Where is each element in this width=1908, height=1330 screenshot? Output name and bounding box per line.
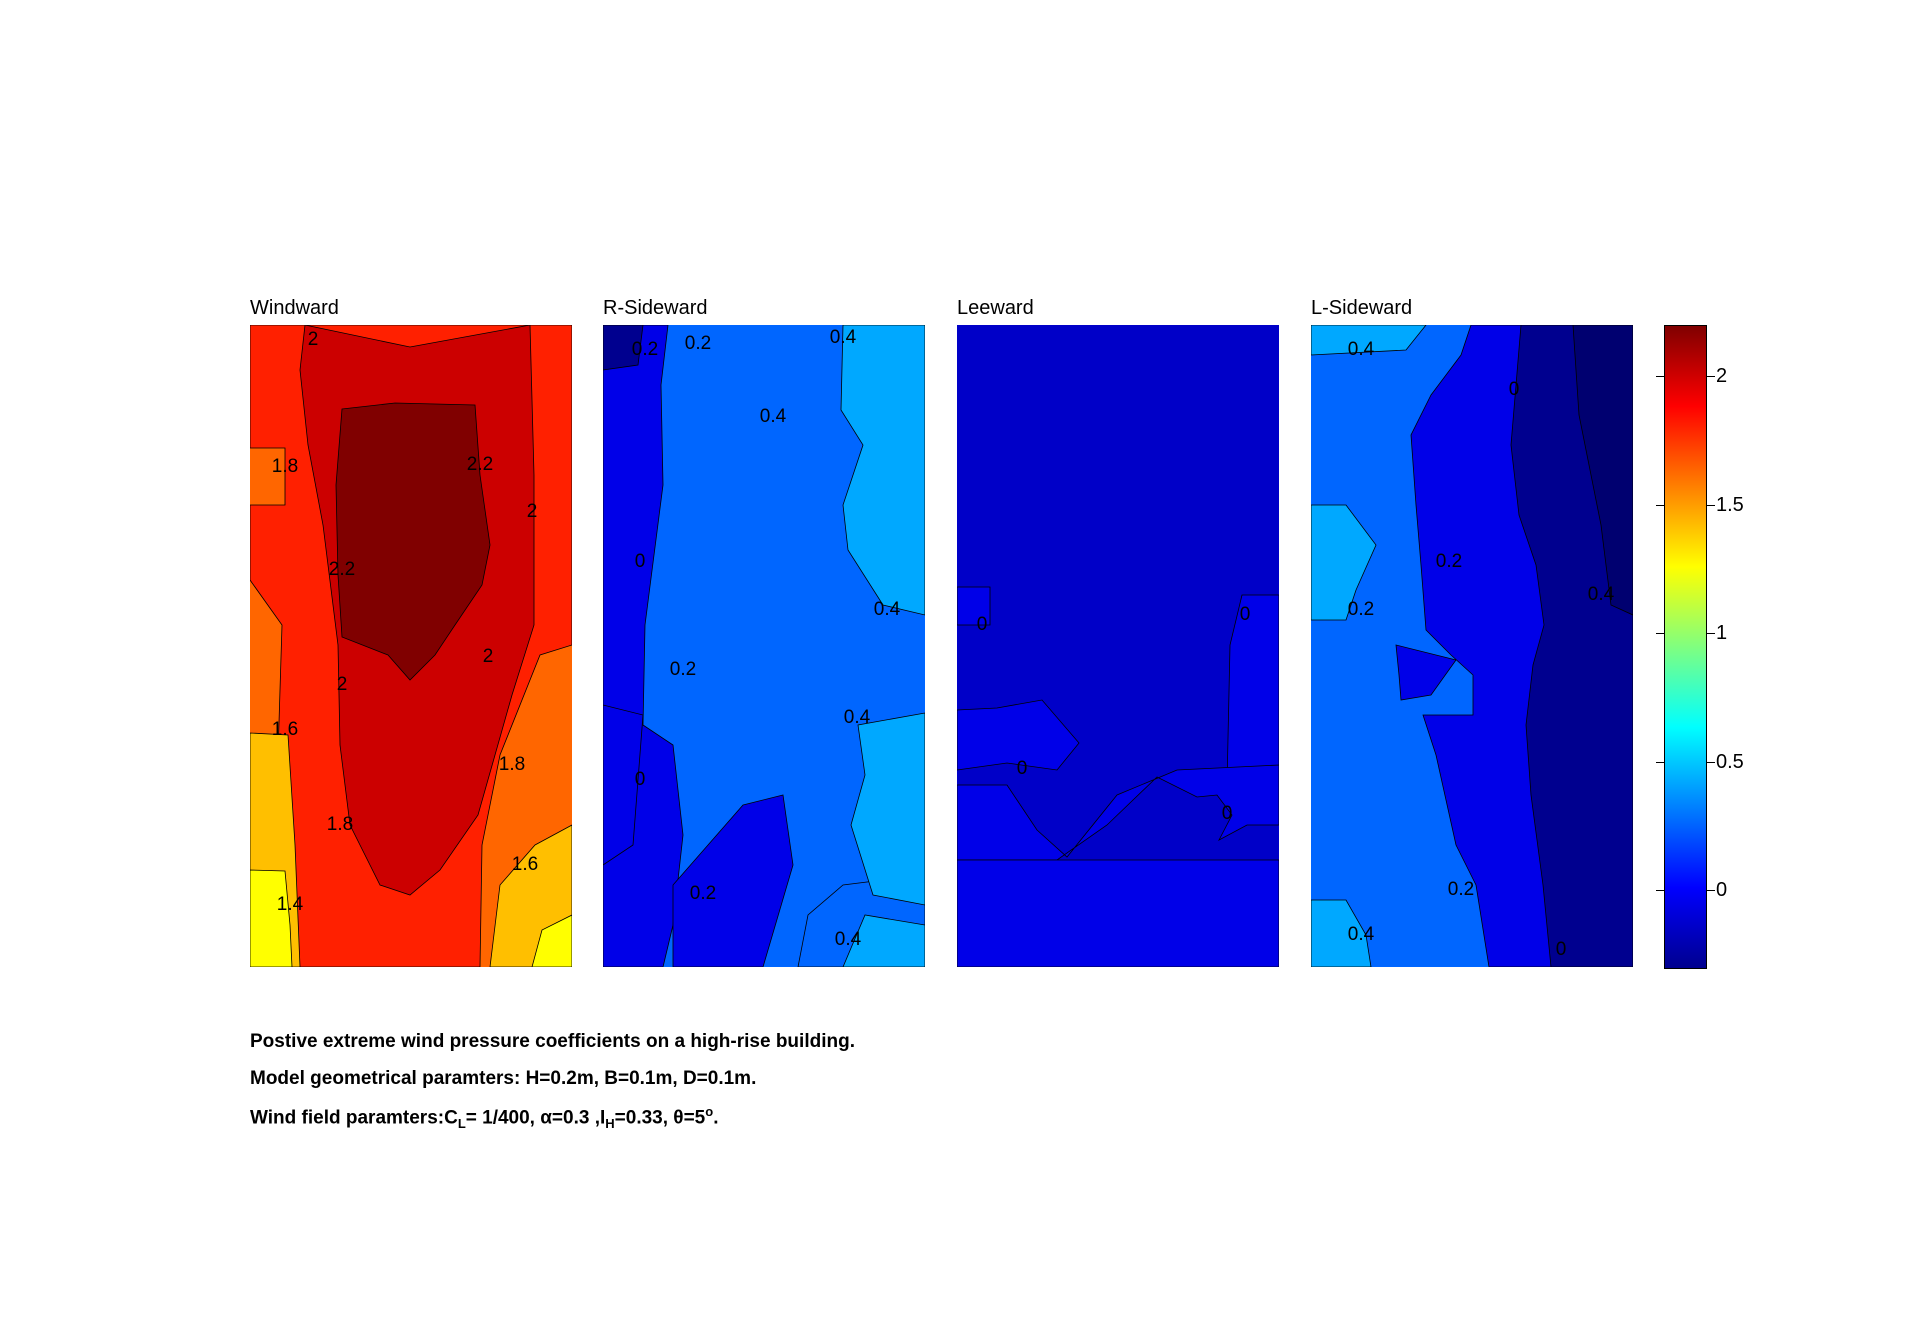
region-0-0-left-notch	[957, 586, 991, 626]
contour-label: 1.4	[277, 894, 304, 915]
colorbar-tick	[1707, 761, 1715, 763]
contour-label: 0.2	[685, 333, 711, 354]
region-0-0-edge	[603, 704, 644, 866]
region-0-0-right	[672, 794, 794, 967]
caption-line-3-a: Wind field paramters:C	[250, 1107, 458, 1129]
panel-l-sideward: 0.4 0 0.2 0.2 0.4 0.2 0.4 0	[1311, 325, 1633, 967]
region-1-4-right	[531, 914, 572, 967]
colorbar-tick-label: 2	[1716, 365, 1728, 388]
contour-label: 0.2	[1448, 879, 1474, 900]
contour-label: 0.2	[690, 883, 716, 904]
contour-label: 0.2	[1348, 599, 1374, 620]
region-0-0-left-mid	[957, 699, 1080, 771]
colorbar-tick	[1656, 376, 1664, 378]
colorbar-tick	[1707, 633, 1715, 635]
contour-label: 0.4	[1588, 584, 1615, 605]
contour-label: 0.2	[1436, 551, 1462, 572]
contour-windward: 2 1.8 2.2 2 2.2 2 2 1.6 1.8 1.8 1.6 1.4	[250, 325, 572, 967]
contour-label: 0	[1222, 803, 1233, 824]
colorbar-tick-label: 1.5	[1716, 493, 1744, 516]
contour-label: 0.4	[830, 327, 857, 348]
colorbar-tick	[1707, 376, 1715, 378]
region-0-0-bottom	[957, 764, 1279, 861]
region-0-0-notch	[1395, 644, 1457, 701]
contour-label: 1.6	[272, 719, 298, 740]
region-2-2-core	[335, 402, 491, 681]
colorbar-tick	[1656, 504, 1664, 506]
region-0-4-mid	[1311, 504, 1377, 621]
panel-title-leeward: Leeward	[957, 297, 1034, 319]
contour-label: 0	[1556, 939, 1567, 960]
panel-r-sideward: 0.2 0.2 0.4 0.4 0 0.4 0.2 0.4 0 0.2 0.4	[603, 325, 925, 967]
colorbar	[1664, 325, 1707, 969]
contour-label: 2	[527, 501, 538, 522]
contour-label: 0.4	[760, 406, 787, 427]
contour-label: 0.4	[835, 929, 862, 950]
contour-label: 1.6	[512, 854, 538, 875]
caption-line-3: Wind field paramters:CL= 1/400, α=0.3 ,I…	[250, 1104, 718, 1131]
panel-title-l-sideward: L-Sideward	[1311, 297, 1413, 319]
contour-label: 0	[1509, 379, 1520, 400]
colorbar-tick-label: 0	[1716, 878, 1728, 901]
caption-line-3-c: =0.33, θ=5	[614, 1107, 706, 1129]
contour-label: 0	[635, 551, 646, 572]
colorbar-tick	[1656, 633, 1664, 635]
region-0-0-lower	[957, 859, 1279, 967]
colorbar-gradient	[1665, 326, 1706, 968]
contour-label: 0	[1240, 604, 1251, 625]
contour-label: 0.4	[874, 599, 901, 620]
contour-label: 2	[483, 646, 494, 667]
contour-label: 2.2	[329, 559, 355, 580]
panel-title-r-sideward: R-Sideward	[603, 297, 708, 319]
region-minus-0-2-deep	[1572, 325, 1633, 616]
contour-label: 0	[977, 614, 988, 635]
caption-line-3-sub1: L	[457, 1116, 466, 1132]
contour-label: 1.8	[272, 456, 298, 477]
contour-l-sideward: 0.4 0 0.2 0.2 0.4 0.2 0.4 0	[1311, 325, 1633, 967]
contour-label: 1.8	[327, 814, 353, 835]
region-0-4-mid	[850, 712, 925, 906]
colorbar-tick	[1656, 889, 1664, 891]
colorbar-tick	[1707, 889, 1715, 891]
caption-line-2: Model geometrical paramters: H=0.2m, B=0…	[250, 1068, 757, 1089]
caption-line-1: Postive extreme wind pressure coefficien…	[250, 1031, 855, 1052]
contour-label: 2	[308, 329, 319, 350]
colorbar-tick-label: 1	[1716, 622, 1728, 645]
contour-label: 2	[337, 674, 348, 695]
contour-label: 2.2	[467, 454, 493, 475]
colorbar-tick-label: 0.5	[1716, 750, 1744, 773]
contour-label: 0.4	[1348, 924, 1375, 945]
contour-label: 0.2	[670, 659, 696, 680]
caption-line-3-sup: o	[705, 1104, 714, 1119]
contour-label: 1.8	[499, 754, 525, 775]
region-0-4-top	[1311, 325, 1427, 356]
caption-line-3-d: .	[713, 1107, 719, 1129]
region-0-4-bottom	[842, 914, 925, 967]
caption-line-3-sub2: H	[605, 1116, 615, 1132]
contour-r-sideward: 0.2 0.2 0.4 0.4 0 0.4 0.2 0.4 0 0.2 0.4	[603, 325, 925, 967]
contour-label: 0.4	[1348, 339, 1375, 360]
contour-label: 0	[1017, 758, 1028, 779]
panel-title-windward: Windward	[250, 297, 339, 319]
contour-leeward: 0 0 0 0	[957, 325, 1279, 967]
region-1-4-left	[250, 869, 293, 967]
region-0-4-bottom	[1311, 899, 1372, 967]
colorbar-tick	[1707, 504, 1715, 506]
contour-label: 0	[635, 769, 646, 790]
caption-line-3-b: = 1/400, α=0.3 ,I	[465, 1107, 606, 1129]
region-minus-0-2	[603, 325, 644, 371]
panel-leeward: 0 0 0 0	[957, 325, 1279, 967]
contour-label: 0.2	[632, 339, 658, 360]
panel-windward: 2 1.8 2.2 2 2.2 2 2 1.6 1.8 1.8 1.6 1.4	[250, 325, 572, 967]
region-0-4-top	[840, 325, 925, 616]
colorbar-tick	[1656, 761, 1664, 763]
contour-label: 0.4	[844, 707, 871, 728]
